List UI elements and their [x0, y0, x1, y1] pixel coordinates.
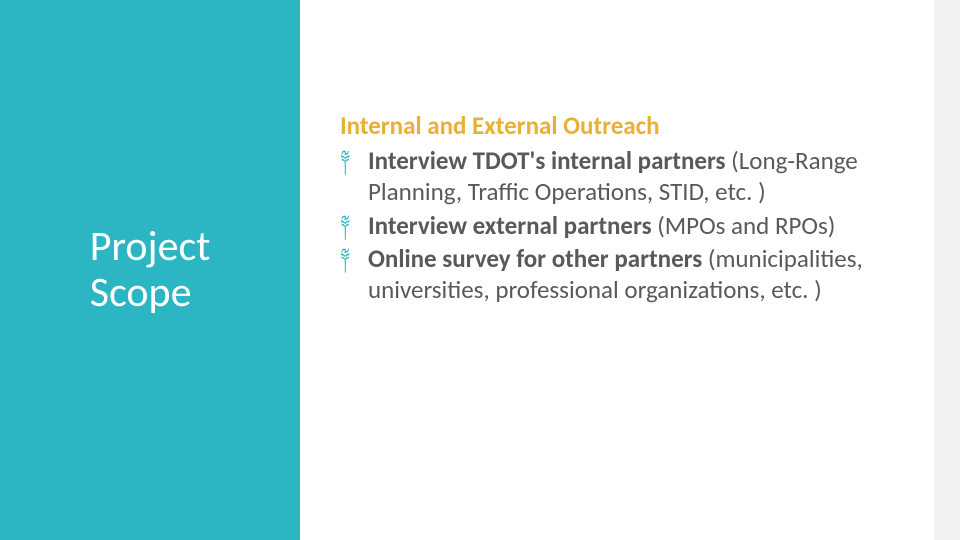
slide: Project Scope Internal and External Outr… [0, 0, 960, 540]
bullet-bold: Interview external partners [368, 210, 652, 241]
list-item: ༈ Interview TDOT's internal partners (Lo… [368, 145, 920, 208]
list-item: ༈ Online survey for other partners (muni… [368, 243, 920, 306]
bullet-rest: (MPOs and RPOs) [652, 210, 836, 241]
section-heading: Internal and External Outreach [340, 110, 920, 141]
title-line-2: Scope [90, 267, 192, 318]
bullet-icon: ༈ [340, 243, 350, 270]
title-line-1: Project [90, 221, 211, 272]
bullet-bold: Online survey for other partners [368, 243, 702, 274]
content-panel: Internal and External Outreach ༈ Intervi… [300, 0, 960, 540]
bullet-bold: Interview TDOT's internal partners [368, 145, 726, 176]
slide-title: Project Scope [90, 224, 211, 316]
right-edge-strip [934, 0, 960, 540]
left-panel: Project Scope [0, 0, 300, 540]
bullet-list: ༈ Interview TDOT's internal partners (Lo… [340, 145, 920, 305]
list-item: ༈ Interview external partners (MPOs and … [368, 210, 920, 241]
bullet-icon: ༈ [340, 145, 350, 172]
bullet-icon: ༈ [340, 210, 350, 237]
